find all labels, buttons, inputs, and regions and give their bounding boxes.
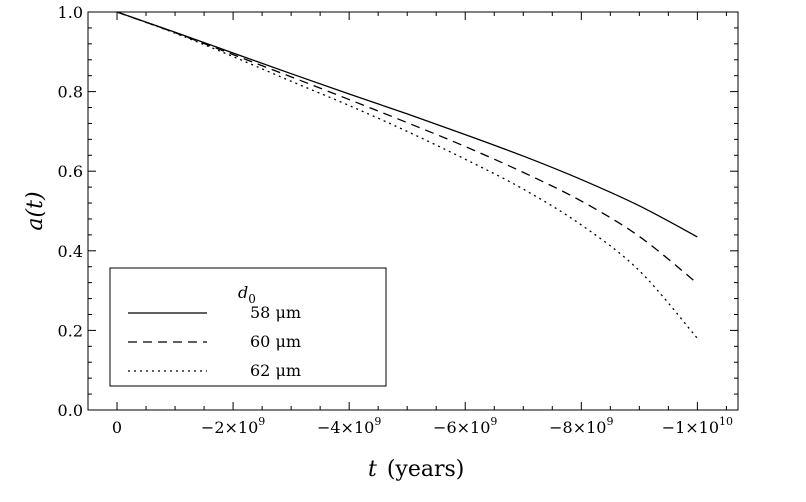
x-tick-label-exp-3: 9	[490, 415, 497, 428]
series-line-0	[116, 11, 698, 238]
series-line-1	[116, 11, 698, 284]
x-tick-label-1: −2×109	[201, 415, 265, 437]
x-tick-label-main-0: 0	[112, 418, 122, 437]
legend-label-62: 62 μm	[250, 361, 301, 380]
x-tick-label-4: −8×109	[549, 415, 613, 437]
plot-frame	[87, 11, 739, 411]
legend-box	[109, 267, 387, 387]
legend-label-60: 60 μm	[250, 332, 301, 351]
y-tick-label-3: 0.6	[58, 162, 83, 181]
x-tick-label-5: −1×1010	[662, 415, 733, 437]
x-tick-label-0: 0	[112, 418, 122, 437]
series-group	[116, 11, 698, 339]
x-tick-label-main-2: −4×10	[317, 418, 374, 437]
x-tick-label-main-3: −6×10	[433, 418, 490, 437]
y-tick-label-0: 0.0	[58, 401, 83, 420]
legend-label-58: 58 μm	[250, 303, 301, 322]
legend: d0 58 μm 60 μm 62 μm	[109, 267, 387, 387]
x-tick-label-exp-1: 9	[258, 415, 265, 428]
x-tick-label-exp-4: 9	[606, 415, 613, 428]
x-tick-label-3: −6×109	[433, 415, 497, 437]
x-axis-title-unit: (years)	[387, 457, 465, 482]
legend-title: d0	[238, 283, 256, 306]
x-tick-label-2: −4×109	[317, 415, 381, 437]
x-axis-title: t (years)	[368, 457, 464, 482]
x-tick-label-main-5: −1×10	[662, 418, 719, 437]
y-tick-label-4: 0.8	[58, 83, 83, 102]
x-tick-label-main-4: −8×10	[549, 418, 606, 437]
x-tick-label-main-1: −2×10	[201, 418, 258, 437]
y-tick-label-2: 0.4	[58, 242, 83, 261]
ticks-group: 0 −2×109 −4×109 −6×109 −8×109 −1×10100.00.20.…	[58, 3, 738, 437]
legend-title-main: d	[238, 283, 248, 302]
legend-title-sub: 0	[248, 292, 256, 306]
x-tick-label-exp-2: 9	[374, 415, 381, 428]
x-axis-title-var: t	[368, 457, 377, 482]
y-tick-label-1: 0.2	[58, 321, 83, 340]
y-axis-title: a(t)	[23, 191, 48, 230]
x-tick-label-exp-5: 10	[719, 415, 733, 428]
y-tick-label-5: 1.0	[58, 3, 83, 22]
series-line-2	[116, 11, 698, 339]
